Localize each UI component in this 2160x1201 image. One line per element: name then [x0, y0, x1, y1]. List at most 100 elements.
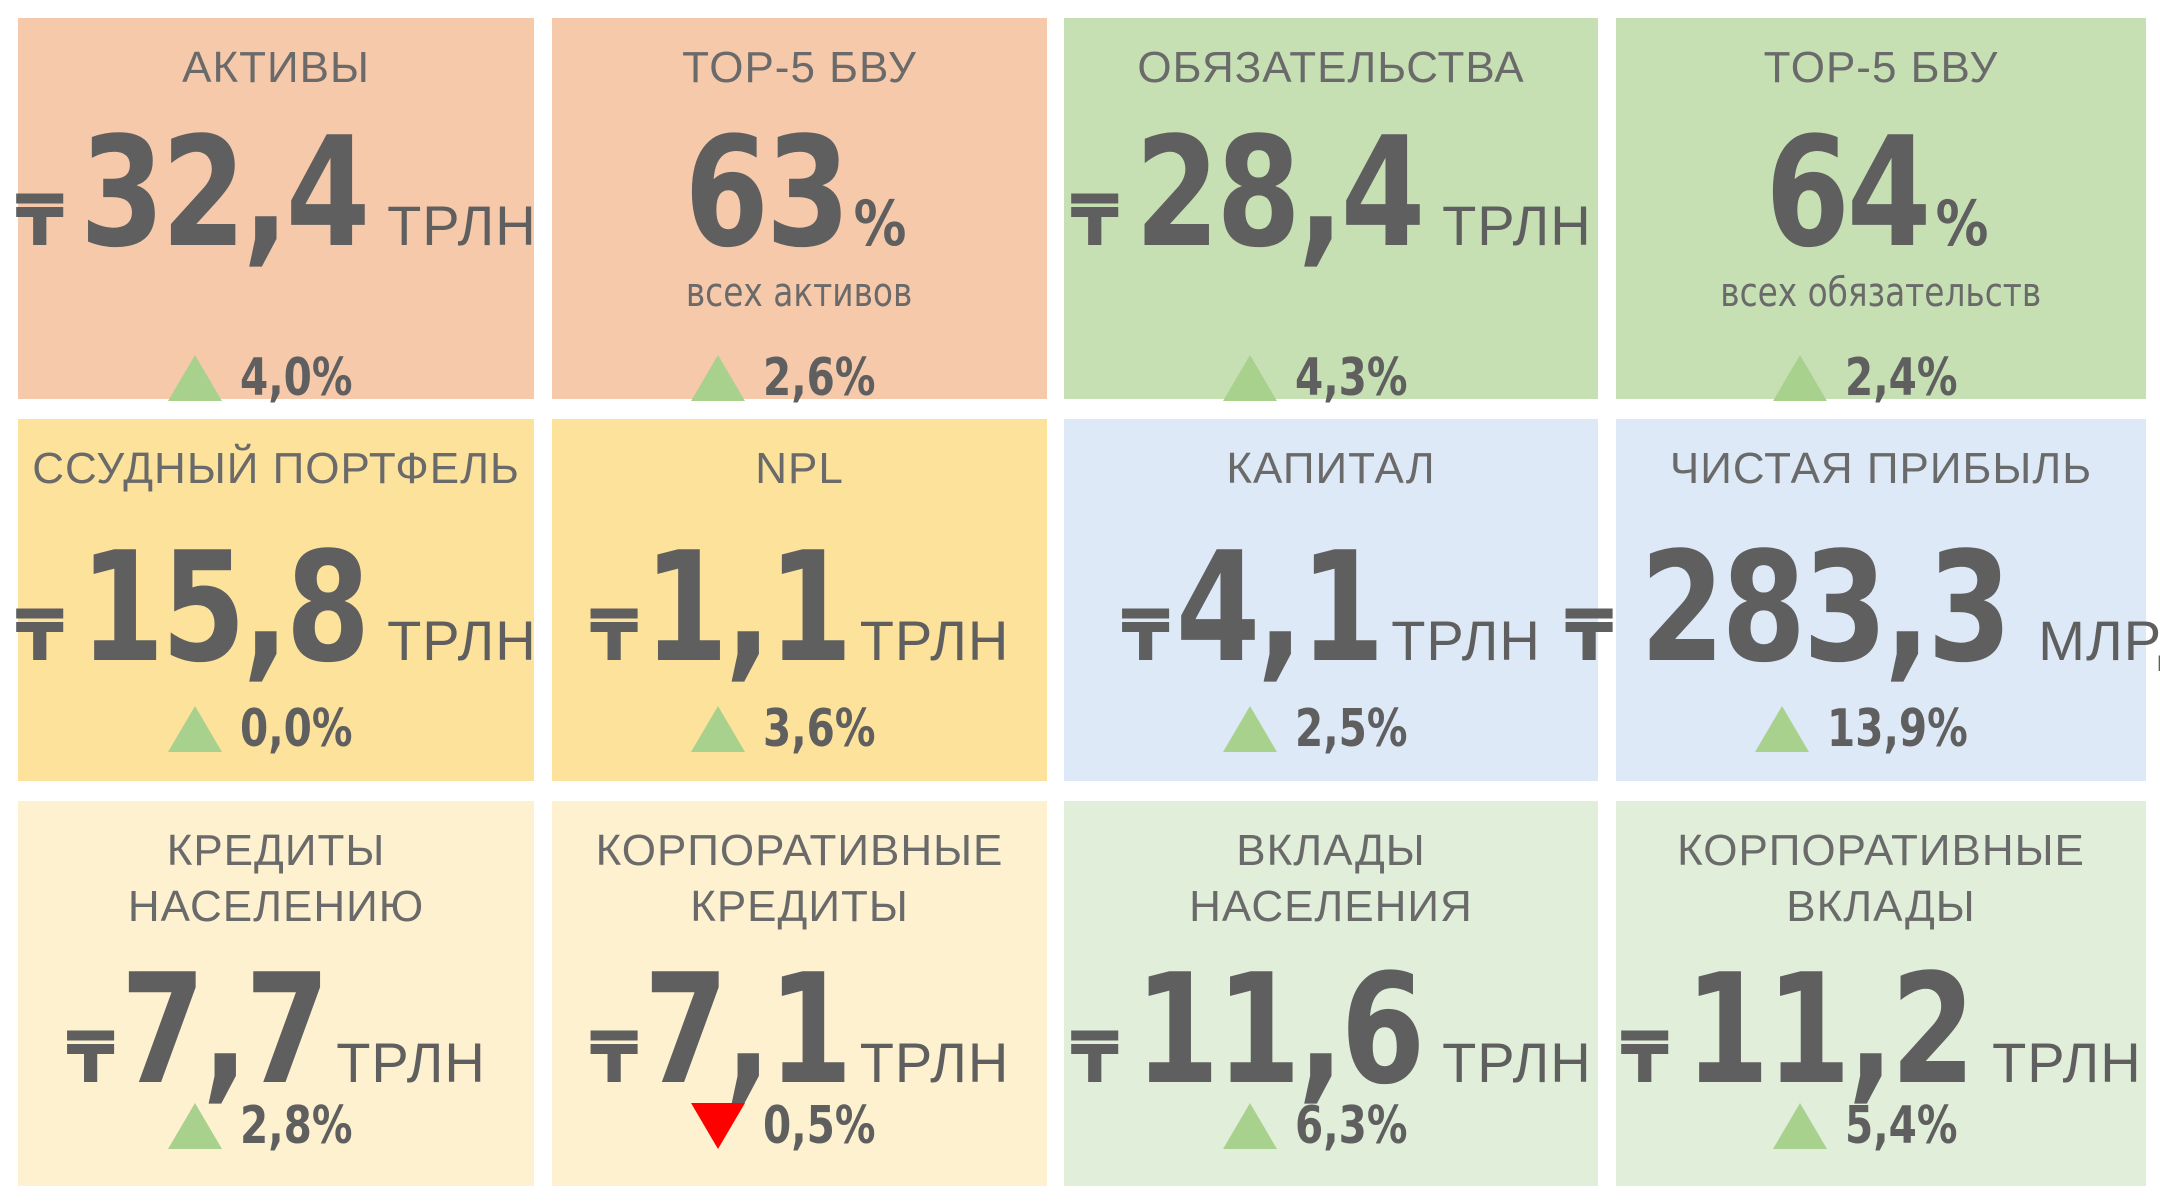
tile-title: ЧИСТАЯ ПРИБЫЛЬ	[1616, 441, 2146, 497]
change-percent: 13,9%	[1826, 699, 1968, 759]
change-percent: 2,6%	[763, 348, 876, 408]
value-number: 15,8	[79, 519, 370, 696]
value-unit: ТРЛН	[336, 1031, 486, 1094]
triangle-up-icon	[1222, 355, 1277, 401]
change-percent: 2,8%	[239, 1096, 353, 1156]
tile-title-line: NPL	[755, 444, 844, 493]
tile-change: 2,6%	[552, 348, 1047, 408]
tile-title-line: АКТИВЫ	[182, 43, 370, 92]
tile-title-line: ОБЯЗАТЕЛЬСТВА	[1137, 43, 1525, 92]
tile-title-line: КОРПОРАТИВНЫЕ	[1677, 826, 2085, 875]
value-number: 283,3	[1639, 519, 2012, 696]
value-number: 7,1	[644, 941, 853, 1118]
kpi-tile-net-profit: ЧИСТАЯ ПРИБЫЛЬ ₸ 283,3 МЛРД 13,9%	[1565, 419, 2160, 781]
triangle-down-icon	[691, 1103, 746, 1149]
value-unit: ТРЛН	[387, 609, 537, 672]
value-unit: ТРЛН	[859, 609, 1010, 672]
tile-title: NPL	[552, 441, 1047, 497]
tile-change: 0,5%	[552, 1096, 1047, 1156]
kpi-tile-liabilities: ОБЯЗАТЕЛЬСТВА ₸ 28,4 ТРЛН 4,3%	[1064, 18, 1598, 408]
value-number: 4,1	[1175, 519, 1385, 696]
tile-title: ВКЛАДЫ НАСЕЛЕНИЯ	[1064, 823, 1598, 935]
value-number: 11,2	[1684, 941, 1975, 1118]
tile-title-line: ВКЛАДЫ	[1236, 826, 1426, 875]
value-percent-sign: %	[853, 187, 907, 260]
tile-value: ₸ 32,4 ТРЛН	[15, 104, 535, 281]
tile-title: ССУДНЫЙ ПОРТФЕЛЬ	[18, 441, 534, 497]
value-unit: ТРЛН	[859, 1031, 1010, 1094]
tile-change: 3,6%	[552, 699, 1047, 759]
tile-title: TOP-5 БВУ	[552, 40, 1047, 96]
tile-title: АКТИВЫ	[18, 40, 534, 96]
triangle-up-icon	[167, 706, 222, 752]
tile-value: ₸ 11,2 ТРЛН	[1616, 941, 2146, 1118]
change-percent: 4,3%	[1294, 348, 1408, 408]
change-percent: 0,0%	[239, 699, 353, 759]
tile-value: ₸ 1,1 ТРЛН	[552, 519, 1047, 696]
kpi-tile-assets: АКТИВЫ ₸ 32,4 ТРЛН 4,0%	[15, 18, 536, 408]
tile-change: 4,0%	[18, 348, 534, 408]
tile-title-line: ССУДНЫЙ ПОРТФЕЛЬ	[32, 444, 520, 493]
tile-value: 64%	[1616, 104, 2146, 281]
tile-title: КАПИТАЛ	[1064, 441, 1598, 497]
tile-title-line: КАПИТАЛ	[1226, 444, 1436, 493]
tile-change: 6,3%	[1064, 1096, 1598, 1156]
tile-subtitle-wrap: всех активов	[552, 270, 1047, 316]
tile-title-line: КОРПОРАТИВНЫЕ	[595, 826, 1004, 875]
tenge-currency-sign: ₸	[1121, 595, 1170, 677]
tile-title: КОРПОРАТИВНЫЕ КРЕДИТЫ	[552, 823, 1047, 935]
change-percent: 5,4%	[1844, 1096, 1958, 1156]
tile-change: 4,3%	[1064, 348, 1598, 408]
kpi-tile-retail-loans: КРЕДИТЫ НАСЕЛЕНИЮ ₸ 7,7 ТРЛН 2,8%	[18, 801, 534, 1186]
tile-change: 2,5%	[1064, 699, 1598, 759]
tile-subtitle: всех активов	[686, 270, 913, 316]
triangle-up-icon	[691, 355, 746, 401]
tile-change: 2,4%	[1616, 348, 2146, 408]
tile-change: 13,9%	[1616, 699, 2146, 759]
tile-value: 63%	[552, 104, 1047, 281]
value-unit: ТРЛН	[1442, 194, 1592, 257]
triangle-up-icon	[691, 706, 746, 752]
tenge-currency-sign: ₸	[15, 180, 65, 262]
tenge-currency-sign: ₸	[1564, 595, 1614, 677]
triangle-up-icon	[1772, 1103, 1827, 1149]
tile-title-line: НАСЕЛЕНИЮ	[127, 882, 425, 931]
value-number: 28,4	[1134, 104, 1425, 281]
kpi-tile-top5-assets-share: TOP-5 БВУ 63% всех активов 2,6%	[552, 18, 1047, 408]
value-number: 63	[684, 104, 850, 281]
triangle-up-icon	[1772, 355, 1827, 401]
tile-title-line: ВКЛАДЫ	[1786, 882, 1976, 931]
triangle-up-icon	[167, 355, 222, 401]
change-percent: 2,5%	[1294, 699, 1408, 759]
tile-subtitle: всех обязательств	[1720, 270, 2042, 316]
kpi-tile-corporate-deposits: КОРПОРАТИВНЫЕ ВКЛАДЫ ₸ 11,2 ТРЛН 5,4%	[1616, 801, 2146, 1186]
value-unit: МЛРД	[2038, 609, 2160, 672]
tenge-currency-sign: ₸	[589, 595, 639, 677]
value-unit: ТРЛН	[1442, 1031, 1592, 1094]
tile-value: ₸ 11,6 ТРЛН	[1064, 941, 1598, 1118]
value-percent-sign: %	[1935, 187, 1989, 260]
tenge-currency-sign: ₸	[589, 1017, 639, 1099]
tile-change: 2,8%	[18, 1096, 534, 1156]
tile-title: КРЕДИТЫ НАСЕЛЕНИЮ	[18, 823, 534, 935]
kpi-tile-top5-liabilities-share: TOP-5 БВУ 64% всех обязательств 2,4%	[1616, 18, 2146, 408]
triangle-up-icon	[1754, 706, 1809, 752]
kpi-tile-retail-deposits: ВКЛАДЫ НАСЕЛЕНИЯ ₸ 11,6 ТРЛН 6,3%	[1064, 801, 1598, 1186]
change-percent: 4,0%	[239, 348, 353, 408]
value-number: 64	[1765, 104, 1932, 281]
tile-subtitle-wrap: всех обязательств	[1616, 270, 2146, 316]
tile-change: 0,0%	[18, 699, 534, 759]
value-unit: ТРЛН	[1391, 609, 1541, 672]
tenge-currency-sign: ₸	[15, 595, 65, 677]
change-percent: 2,4%	[1844, 348, 1958, 408]
change-percent: 6,3%	[1294, 1096, 1408, 1156]
tile-value: ₸ 4,1 ТРЛН	[1064, 519, 1598, 696]
tile-title: ОБЯЗАТЕЛЬСТВА	[1064, 40, 1598, 96]
kpi-tile-loan-portfolio: ССУДНЫЙ ПОРТФЕЛЬ ₸ 15,8 ТРЛН 0,0%	[15, 419, 537, 781]
triangle-up-icon	[1222, 706, 1277, 752]
value-number: 11,6	[1134, 941, 1425, 1118]
tenge-currency-sign: ₸	[1070, 180, 1120, 262]
change-percent: 3,6%	[763, 699, 876, 759]
tile-value: ₸ 28,4 ТРЛН	[1064, 104, 1598, 281]
value-number: 32,4	[79, 104, 370, 281]
